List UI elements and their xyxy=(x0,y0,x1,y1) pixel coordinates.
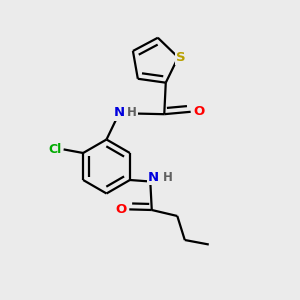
Text: H: H xyxy=(163,171,172,184)
Text: O: O xyxy=(194,105,205,118)
Text: N: N xyxy=(114,106,125,119)
Text: N: N xyxy=(148,171,159,184)
Text: S: S xyxy=(176,51,185,64)
Text: Cl: Cl xyxy=(48,143,61,156)
Text: H: H xyxy=(127,106,137,119)
Text: O: O xyxy=(115,203,127,216)
